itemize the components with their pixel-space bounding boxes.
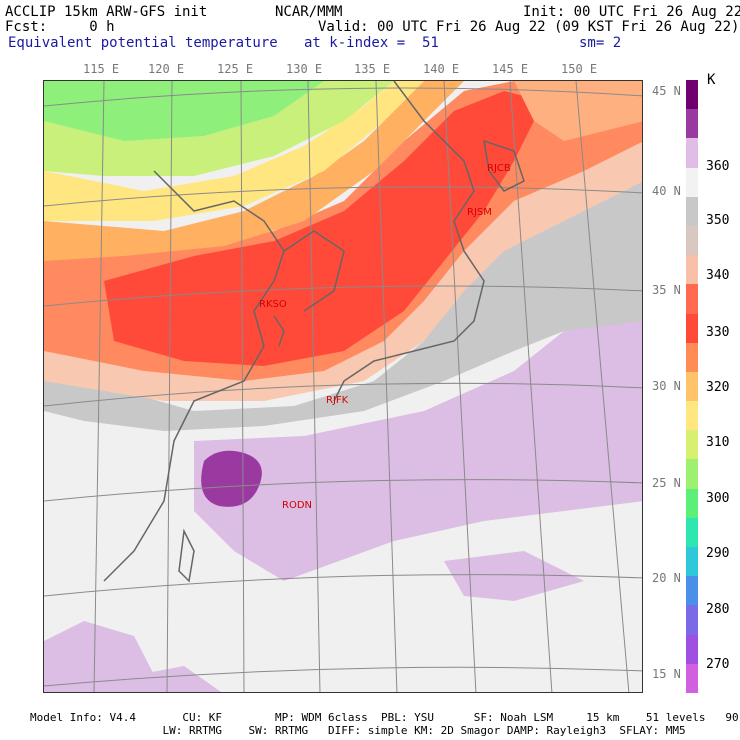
colorbar-label: 340 bbox=[706, 268, 730, 283]
colorbar-cell bbox=[686, 634, 698, 665]
model-title: ACCLIP 15km ARW-GFS init bbox=[5, 4, 208, 20]
colorbar-cell bbox=[686, 401, 698, 431]
lon-label: 150 E bbox=[561, 62, 598, 76]
station-rjsm: RJSM bbox=[467, 207, 492, 218]
lon-label: 135 E bbox=[354, 62, 391, 76]
lon-label: 145 E bbox=[492, 62, 529, 76]
colorbar-label: 310 bbox=[706, 435, 730, 450]
colorbar-label: 320 bbox=[706, 380, 730, 395]
forecast-hour: Fcst: 0 h bbox=[5, 19, 115, 35]
lat-label: 25 N bbox=[652, 476, 681, 490]
colorbar-cell bbox=[686, 109, 698, 139]
lat-label: 15 N bbox=[652, 667, 681, 681]
lat-label: 35 N bbox=[652, 283, 681, 297]
colorbar-cell bbox=[686, 167, 698, 198]
level-label: at k-index = 51 bbox=[304, 35, 439, 51]
lat-label: 40 N bbox=[652, 184, 681, 198]
colorbar-label: 360 bbox=[706, 159, 730, 174]
field-map bbox=[44, 81, 642, 692]
colorbar-cell bbox=[686, 371, 698, 402]
lat-label: 30 N bbox=[652, 379, 681, 393]
colorbar-cell bbox=[686, 459, 698, 490]
colorbar-cell bbox=[686, 342, 698, 373]
lon-label: 115 E bbox=[83, 62, 120, 76]
station-rodn: RODN bbox=[282, 500, 312, 511]
smoothing-label: sm= 2 bbox=[579, 35, 622, 51]
colorbar-cell bbox=[686, 547, 698, 577]
map-panel: RJCB RJSM RKSO RJFK RODN bbox=[43, 80, 643, 693]
field-name: Equivalent potential temperature bbox=[8, 35, 278, 51]
model-info-line1: Model Info: V4.4 CU: KF MP: WDM 6class P… bbox=[30, 711, 740, 724]
lon-label: 130 E bbox=[286, 62, 323, 76]
colorbar-unit: K bbox=[707, 72, 716, 88]
colorbar-cell bbox=[686, 313, 698, 344]
org-label: NCAR/MMM bbox=[275, 4, 343, 20]
station-rjcb: RJCB bbox=[487, 163, 511, 174]
colorbar-cell bbox=[686, 196, 698, 227]
colorbar-cell bbox=[686, 80, 698, 110]
colorbar-cell bbox=[686, 225, 698, 256]
colorbar-cell bbox=[686, 430, 698, 460]
colorbar-label: 350 bbox=[706, 213, 730, 228]
valid-time: Valid: 00 UTC Fri 26 Aug 22 (09 KST Fri … bbox=[318, 19, 740, 35]
colorbar-cell bbox=[686, 517, 698, 548]
init-time: Init: 00 UTC Fri 26 Aug 22 bbox=[523, 4, 740, 20]
colorbar-label: 280 bbox=[706, 602, 730, 617]
colorbar-cell bbox=[686, 255, 698, 285]
colorbar-cell bbox=[686, 488, 698, 519]
colorbar-label: 290 bbox=[706, 546, 730, 561]
model-info-line2: LW: RRTMG SW: RRTMG DIFF: simple KM: 2D … bbox=[30, 724, 686, 737]
colorbar-cell bbox=[686, 284, 698, 315]
colorbar-cell bbox=[686, 576, 698, 606]
colorbar-cell bbox=[686, 605, 698, 636]
colorbar-cell bbox=[686, 663, 698, 694]
lon-label: 140 E bbox=[423, 62, 460, 76]
station-rjfk: RJFK bbox=[326, 395, 349, 406]
lat-label: 45 N bbox=[652, 84, 681, 98]
lat-label: 20 N bbox=[652, 571, 681, 585]
colorbar-label: 300 bbox=[706, 491, 730, 506]
lon-label: 125 E bbox=[217, 62, 254, 76]
station-rkso: RKSO bbox=[259, 299, 287, 310]
colorbar-label: 330 bbox=[706, 325, 730, 340]
lon-label: 120 E bbox=[148, 62, 185, 76]
colorbar-label: 270 bbox=[706, 657, 730, 672]
colorbar-cell bbox=[686, 138, 698, 169]
